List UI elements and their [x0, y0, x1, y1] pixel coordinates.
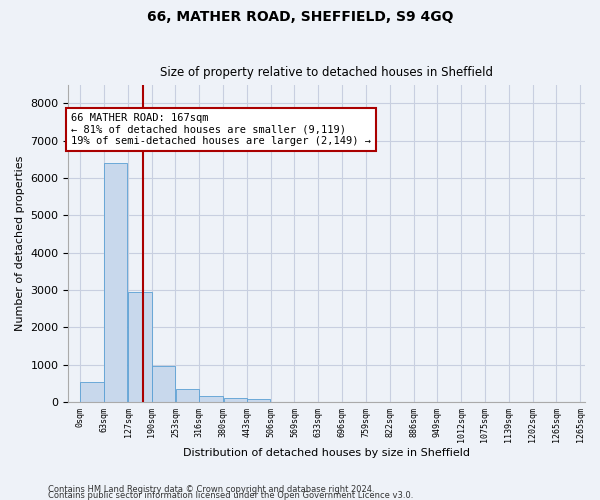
X-axis label: Distribution of detached houses by size in Sheffield: Distribution of detached houses by size …	[183, 448, 470, 458]
Bar	[224, 398, 247, 402]
Bar	[128, 292, 152, 402]
Bar	[176, 389, 199, 402]
Bar	[80, 382, 104, 402]
Text: Contains HM Land Registry data © Crown copyright and database right 2024.: Contains HM Land Registry data © Crown c…	[48, 484, 374, 494]
Bar	[199, 396, 223, 402]
Bar	[247, 400, 271, 402]
Text: 66 MATHER ROAD: 167sqm
← 81% of detached houses are smaller (9,119)
19% of semi-: 66 MATHER ROAD: 167sqm ← 81% of detached…	[71, 113, 371, 146]
Title: Size of property relative to detached houses in Sheffield: Size of property relative to detached ho…	[160, 66, 493, 80]
Y-axis label: Number of detached properties: Number of detached properties	[15, 156, 25, 331]
Bar	[104, 163, 127, 402]
Text: Contains public sector information licensed under the Open Government Licence v3: Contains public sector information licen…	[48, 490, 413, 500]
Bar	[152, 366, 175, 402]
Text: 66, MATHER ROAD, SHEFFIELD, S9 4GQ: 66, MATHER ROAD, SHEFFIELD, S9 4GQ	[147, 10, 453, 24]
